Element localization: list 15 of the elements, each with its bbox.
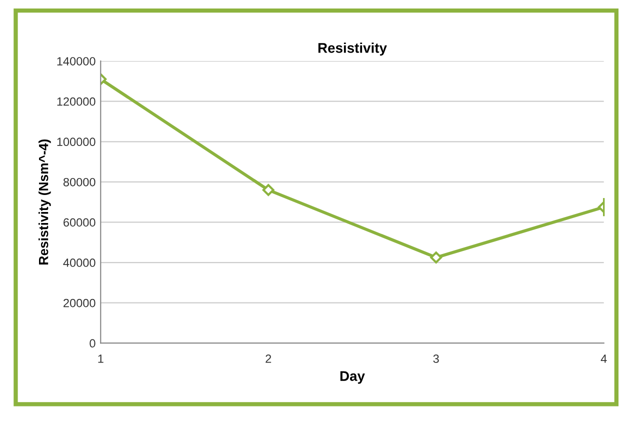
x-tick-label: 3 xyxy=(433,354,439,363)
y-axis-title: Resistivity (Nsm^-4) xyxy=(38,139,51,264)
x-tick-label: 1 xyxy=(98,354,104,363)
chart-title: Resistivity xyxy=(318,42,387,56)
x-axis-title: Day xyxy=(340,371,365,384)
x-tick-label: 2 xyxy=(266,354,272,363)
y-tick-label: 100000 xyxy=(57,138,96,146)
x-tick-label: 4 xyxy=(600,354,607,363)
y-tick-label: 80000 xyxy=(63,178,96,186)
y-tick-label: 120000 xyxy=(57,97,96,106)
y-tick-label: 60000 xyxy=(64,218,96,227)
y-tick-label: 0 xyxy=(90,339,96,348)
y-tick-label: 20000 xyxy=(64,298,96,308)
y-tick-label: 40000 xyxy=(63,258,96,267)
y-tick-label: 140000 xyxy=(57,57,96,66)
